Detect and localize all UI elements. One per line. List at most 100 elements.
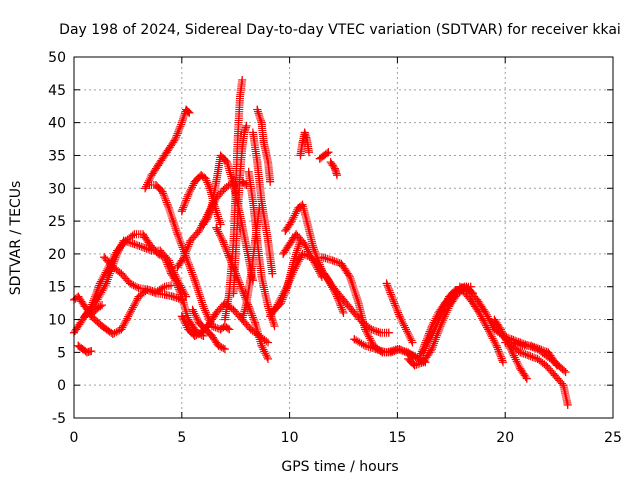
data-point: [78, 345, 87, 354]
data-point: [264, 302, 273, 311]
data-point: [197, 328, 206, 337]
data-point: [257, 341, 266, 350]
series-arc-22: [281, 200, 393, 337]
x-tick-label: 10: [281, 430, 299, 446]
data-point: [164, 256, 173, 265]
data-point: [264, 354, 273, 363]
data-point: [229, 305, 238, 314]
data-point: [492, 341, 501, 350]
data-point: [201, 174, 210, 183]
data-point: [361, 341, 370, 350]
data-point: [257, 197, 266, 206]
data-point: [339, 308, 348, 317]
data-point: [350, 335, 359, 344]
data-point: [438, 305, 447, 314]
data-point: [185, 108, 194, 117]
data-point: [108, 263, 117, 272]
series-arc-35: [458, 286, 508, 367]
data-point: [190, 276, 199, 285]
data-point: [268, 269, 277, 278]
data-point: [563, 400, 572, 409]
data-point: [527, 341, 536, 350]
data-point: [320, 151, 329, 160]
data-point: [74, 341, 83, 350]
data-point: [283, 282, 292, 291]
data-point: [253, 158, 262, 167]
data-point: [270, 305, 279, 314]
data-series: [70, 75, 572, 409]
data-point: [238, 144, 247, 153]
data-point: [216, 325, 225, 334]
chart-title: Day 198 of 2024, Sidereal Day-to-day VTE…: [59, 22, 621, 38]
data-point: [169, 292, 178, 301]
data-point: [216, 220, 225, 229]
data-point: [82, 348, 91, 357]
data-point: [134, 284, 143, 293]
data-point: [203, 213, 212, 222]
data-point: [119, 236, 128, 245]
series-arc-2: [74, 341, 96, 357]
series-arc-27: [326, 158, 342, 180]
data-point: [333, 171, 342, 180]
data-point: [552, 361, 561, 370]
data-point: [134, 292, 143, 301]
data-point: [117, 325, 126, 334]
data-point: [98, 301, 107, 310]
data-point: [518, 341, 527, 350]
data-point: [246, 272, 255, 281]
data-point: [501, 338, 510, 347]
data-point: [141, 184, 150, 193]
data-point: [236, 171, 245, 180]
data-point: [300, 128, 309, 137]
data-point: [87, 347, 96, 356]
y-tick-label: 30: [48, 181, 66, 197]
data-point: [257, 272, 266, 281]
y-tick-label: 25: [48, 214, 66, 230]
data-point: [408, 338, 417, 347]
data-point: [244, 167, 253, 176]
data-point: [151, 180, 160, 189]
data-point: [184, 190, 193, 199]
data-point: [188, 305, 197, 314]
data-point: [294, 203, 303, 212]
data-point: [298, 200, 307, 209]
y-tick-label: 40: [48, 116, 66, 132]
data-point: [233, 131, 242, 140]
data-point: [138, 230, 147, 239]
series-arc-30: [382, 279, 417, 347]
data-point: [516, 364, 525, 373]
data-point: [108, 329, 117, 338]
data-point: [266, 312, 275, 321]
data-point: [190, 177, 199, 186]
series-arc-20: [244, 167, 279, 331]
data-point: [113, 249, 122, 258]
data-point: [240, 128, 249, 137]
data-point: [264, 158, 273, 167]
data-point: [328, 282, 337, 291]
data-point: [276, 299, 285, 308]
data-point: [173, 230, 182, 239]
data-point: [151, 287, 160, 296]
data-point: [419, 358, 428, 367]
data-point: [499, 358, 508, 367]
data-point: [264, 338, 273, 347]
data-point: [309, 256, 318, 265]
data-point: [238, 315, 247, 324]
y-tick-label: 20: [48, 247, 66, 263]
data-point: [158, 187, 167, 196]
x-tick-label: 25: [604, 430, 622, 446]
data-point: [242, 299, 251, 308]
series-arc-24: [270, 236, 305, 314]
data-point: [167, 281, 176, 290]
data-point: [126, 279, 135, 288]
y-tick-label: 15: [48, 280, 66, 296]
data-point: [404, 354, 413, 363]
data-point: [87, 312, 96, 321]
data-point: [195, 226, 204, 235]
data-point: [535, 345, 544, 354]
data-point: [214, 341, 223, 350]
series-arc-19: [248, 128, 277, 278]
series-arc-33: [419, 286, 460, 357]
data-point: [458, 286, 467, 295]
